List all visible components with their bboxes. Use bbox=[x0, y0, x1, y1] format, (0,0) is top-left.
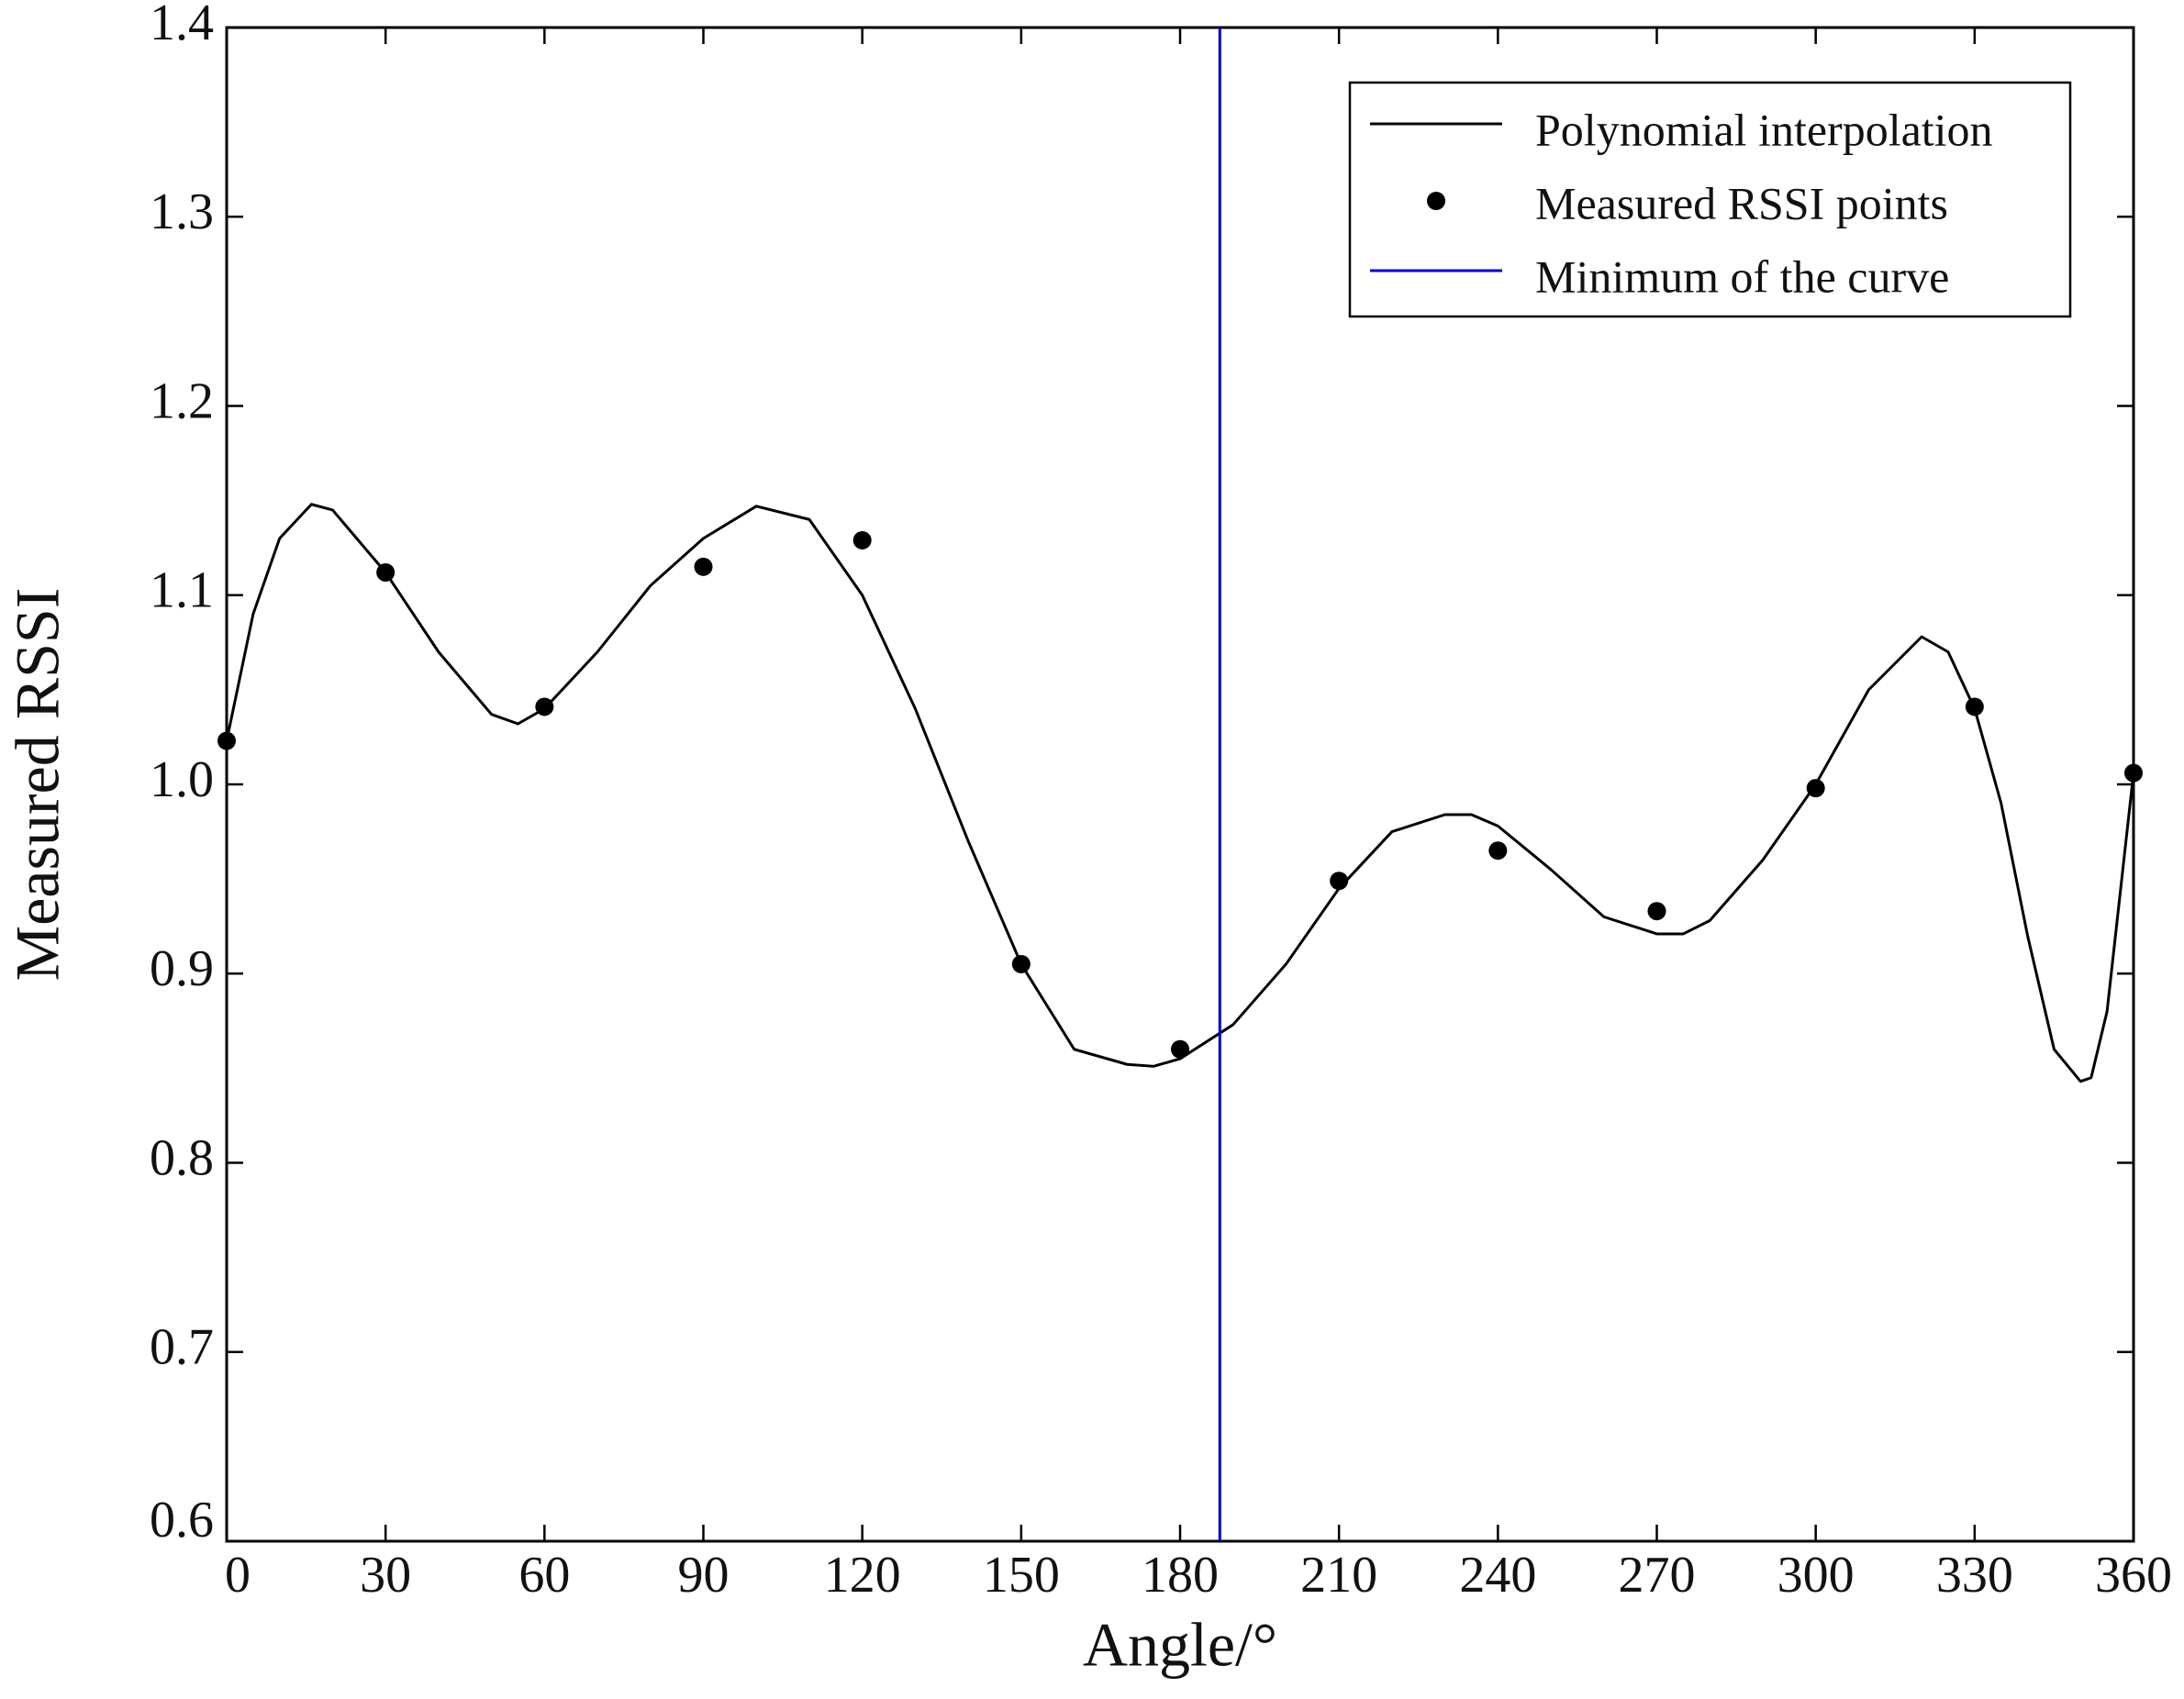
data-point bbox=[535, 697, 554, 716]
x-tick-label: 330 bbox=[1936, 1547, 2013, 1604]
data-point bbox=[852, 530, 872, 550]
y-tick-label: 0.8 bbox=[150, 1129, 214, 1186]
data-point bbox=[1806, 779, 1825, 798]
y-tick-label: 1.0 bbox=[150, 751, 214, 808]
legend-label: Measured RSSI points bbox=[1535, 177, 1948, 228]
x-axis-title: Angle/° bbox=[1083, 1610, 1277, 1680]
x-tick-label: 270 bbox=[1619, 1547, 1696, 1604]
y-tick-label: 0.7 bbox=[150, 1319, 214, 1376]
data-point bbox=[376, 563, 396, 582]
data-point bbox=[694, 557, 713, 576]
data-point bbox=[1330, 872, 1349, 891]
data-point bbox=[1011, 954, 1031, 973]
data-point bbox=[1647, 902, 1666, 921]
legend-label: Minimum of the curve bbox=[1535, 250, 1949, 302]
data-point bbox=[1171, 1039, 1189, 1059]
legend-box bbox=[1348, 81, 2072, 318]
y-axis-title: Measured RSSI bbox=[3, 588, 72, 982]
legend-label: Polynomial interpolation bbox=[1535, 104, 1993, 155]
x-tick-label: 210 bbox=[1300, 1547, 1377, 1604]
x-tick-label: 60 bbox=[518, 1547, 570, 1604]
x-tick-label: 240 bbox=[1459, 1547, 1536, 1604]
interpolation-curve bbox=[225, 503, 2135, 1083]
y-tick-label: 1.4 bbox=[150, 0, 214, 51]
x-tick-label: 150 bbox=[983, 1547, 1060, 1604]
x-tick-label: 30 bbox=[360, 1547, 411, 1604]
y-tick-label: 0.9 bbox=[150, 940, 214, 997]
y-tick-label: 1.1 bbox=[150, 562, 214, 619]
data-point bbox=[1965, 697, 1984, 716]
x-tick-label: 180 bbox=[1142, 1547, 1219, 1604]
x-tick-label: 120 bbox=[824, 1547, 901, 1604]
y-tick-label: 1.2 bbox=[150, 372, 214, 429]
x-tick-label: 0 bbox=[225, 1547, 251, 1604]
x-tick-label: 360 bbox=[2095, 1547, 2172, 1604]
y-tick-label: 1.3 bbox=[150, 183, 214, 240]
data-point bbox=[2124, 763, 2143, 783]
y-tick-label: 0.6 bbox=[150, 1492, 214, 1549]
x-tick-label: 300 bbox=[1777, 1547, 1855, 1604]
data-point bbox=[1488, 841, 1508, 861]
x-tick-label: 90 bbox=[678, 1547, 730, 1604]
legend-marker bbox=[1427, 192, 1445, 210]
data-point bbox=[217, 731, 236, 750]
